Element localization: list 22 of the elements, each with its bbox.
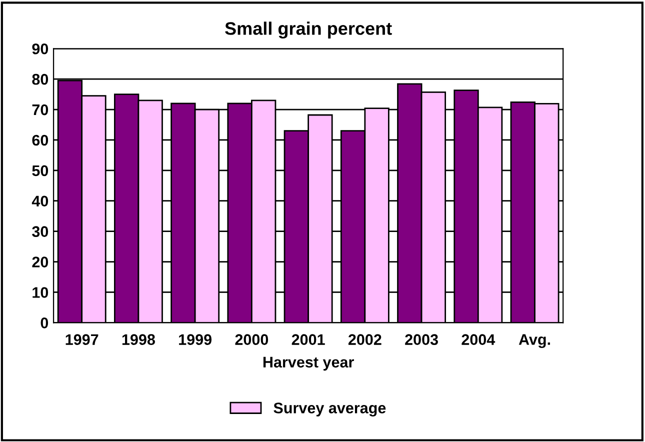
- x-tick-label: 1998: [122, 334, 155, 345]
- y-tick-label: 30: [32, 226, 48, 238]
- y-tick-label: 80: [32, 74, 48, 85]
- x-tick-label: 1999: [179, 334, 212, 345]
- y-tick-label: 70: [32, 104, 48, 116]
- y-tick-label: 90: [32, 43, 48, 54]
- x-tick-label: Avg.: [518, 334, 550, 348]
- chart-title: Small grain percent: [225, 22, 392, 39]
- y-tick-label: 40: [32, 196, 48, 207]
- x-tick-label: 2003: [405, 334, 438, 346]
- x-axis-title: Harvest year: [263, 356, 354, 371]
- x-tick-label: 2002: [348, 334, 382, 345]
- y-tick-label: 0: [40, 318, 48, 328]
- y-tick-label: 20: [32, 256, 48, 268]
- y-tick-label: 60: [32, 134, 48, 146]
- x-tick-label: 2004: [462, 334, 496, 345]
- x-tick-label: 2001: [292, 334, 325, 345]
- x-tick-label: 1997: [66, 334, 98, 345]
- y-tick-label: 10: [32, 287, 48, 298]
- x-tick-label: 2000: [235, 334, 268, 345]
- y-tick-label: 50: [32, 165, 48, 176]
- legend-label: Survey average: [274, 402, 386, 416]
